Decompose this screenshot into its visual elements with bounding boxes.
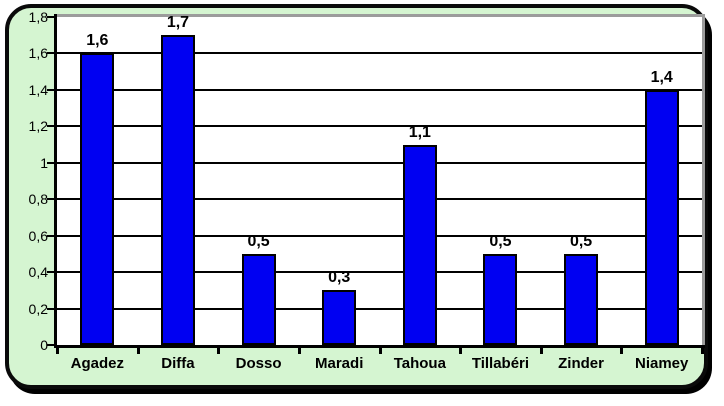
x-tick-mark xyxy=(56,348,59,354)
x-tick-mark xyxy=(378,348,382,354)
x-axis xyxy=(54,345,705,348)
bars-layer: 1,6 1,7 0,5 0,3 1,1 0,5 0,5 1,4 xyxy=(57,14,702,345)
x-tick-mark xyxy=(136,348,140,354)
x-tick-mark xyxy=(539,348,543,354)
bar xyxy=(160,35,195,345)
bar-value-label: 0,5 xyxy=(247,232,270,250)
bar xyxy=(483,253,518,345)
bar-value-label: 1,4 xyxy=(650,68,673,86)
gridline xyxy=(57,88,702,91)
y-tick-label: 0 xyxy=(40,337,48,353)
x-tick-mark xyxy=(459,348,463,354)
bar xyxy=(644,89,679,345)
gridline xyxy=(57,198,702,201)
gridlines-layer xyxy=(57,17,702,345)
gridline xyxy=(57,125,702,128)
category-label: Dosso xyxy=(235,355,282,372)
category-label: Tillabéri xyxy=(471,355,530,372)
y-axis xyxy=(54,14,57,348)
bar-value-label: 0,5 xyxy=(489,232,512,250)
category-label: Zinder xyxy=(558,355,604,372)
category-label: Niamey xyxy=(635,355,689,372)
gridline xyxy=(57,307,702,310)
y-tick-mark xyxy=(47,161,55,164)
plot-area: 1,6 1,7 0,5 0,3 1,1 0,5 0,5 1,4 xyxy=(57,14,702,345)
y-tick-mark xyxy=(47,16,55,18)
bar-value-label: 1,6 xyxy=(86,32,109,50)
y-tick-label: 0,4 xyxy=(28,264,48,281)
x-tick-mark xyxy=(217,348,221,354)
y-tick-label: 1,8 xyxy=(28,9,48,25)
plot-border-top xyxy=(57,14,705,17)
y-tick-mark xyxy=(47,52,55,55)
category-label: Diffa xyxy=(161,355,195,372)
x-tick-mark xyxy=(701,348,704,354)
y-tick-mark xyxy=(47,344,55,346)
bar xyxy=(241,253,276,345)
y-tick-label: 0,2 xyxy=(28,300,48,317)
y-tick-mark xyxy=(47,88,55,91)
y-tick-mark xyxy=(47,125,55,128)
bar xyxy=(322,290,357,345)
x-tick-mark xyxy=(297,348,301,354)
y-tick-label: 1 xyxy=(40,154,48,171)
y-tick-mark xyxy=(47,234,55,237)
y-tick-mark xyxy=(47,271,55,274)
y-tick-label: 1,4 xyxy=(28,81,48,98)
category-label: Tahoua xyxy=(393,355,446,372)
category-label: Maradi xyxy=(315,355,364,372)
gridline xyxy=(57,271,702,274)
y-tick-mark xyxy=(47,198,55,201)
bar xyxy=(80,53,115,345)
bar xyxy=(402,144,437,345)
y-tick-label: 0,8 xyxy=(28,191,48,208)
y-tick-mark xyxy=(47,307,55,310)
bar-value-label: 0,5 xyxy=(569,232,593,250)
bar-value-label: 1,1 xyxy=(408,123,431,141)
bar xyxy=(564,253,599,345)
gridline xyxy=(57,234,702,237)
bar-value-label: 1,7 xyxy=(166,14,190,32)
y-tick-label: 0,6 xyxy=(28,227,48,244)
bar-value-label: 0,3 xyxy=(328,269,351,287)
gridline xyxy=(57,52,702,55)
y-tick-label: 1,2 xyxy=(28,118,48,135)
y-tick-label: 1,6 xyxy=(28,45,48,62)
gridline xyxy=(57,161,702,164)
plot-border-right xyxy=(702,14,705,345)
category-label: Agadez xyxy=(70,355,124,372)
x-tick-mark xyxy=(620,348,624,354)
